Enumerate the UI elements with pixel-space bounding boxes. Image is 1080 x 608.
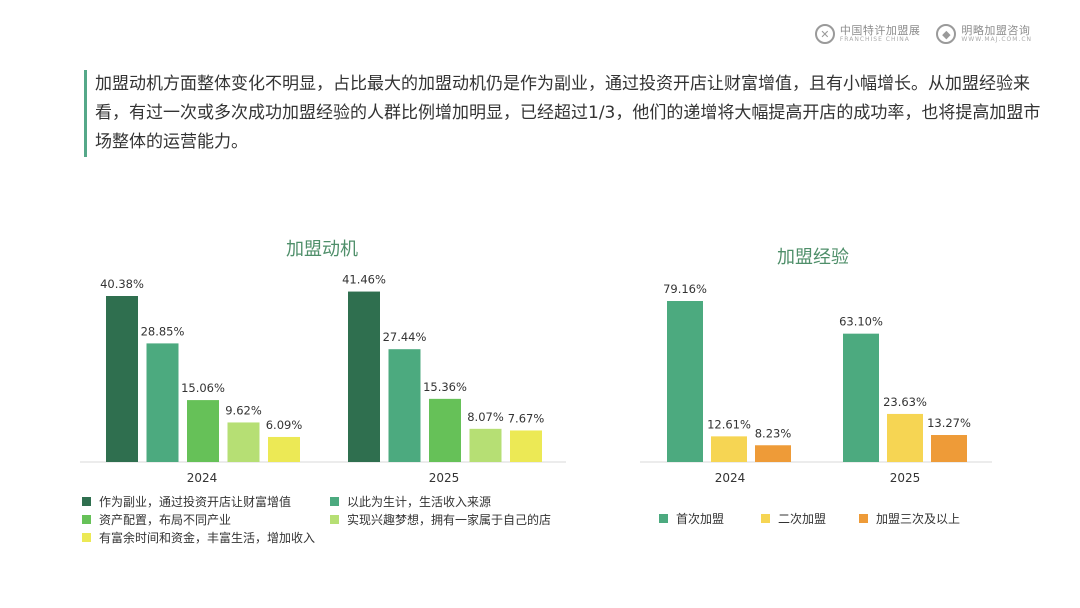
motive-legend-swatch [82,497,91,506]
motive-bar [510,430,542,462]
motive-category-label: 2024 [187,471,218,485]
experience-legend-label: 二次加盟 [778,512,827,526]
experience-bar [843,333,879,462]
experience-data-label: 8.23% [755,426,792,440]
motive-data-label: 15.36% [423,380,467,394]
header-logos: ✕ 中国特许加盟展 FRANCHISE CHINA ◆ 明略加盟咨询 WWW.M… [814,24,1032,44]
motive-category-label: 2025 [429,471,460,485]
experience-legend-label: 加盟三次及以上 [876,512,961,526]
motive-data-label: 27.44% [383,330,427,344]
motive-legend-swatch [330,515,339,524]
motive-bar [187,400,219,462]
motive-bar [388,349,421,462]
experience-category-label: 2024 [715,471,746,485]
experience-data-label: 12.61% [707,417,751,431]
motive-data-label: 9.62% [225,403,262,417]
experience-legend-swatch [859,514,868,523]
motive-bar [268,436,300,462]
motive-bar [348,291,380,462]
motive-data-label: 28.85% [141,324,185,338]
motive-data-label: 15.06% [181,381,225,395]
experience-legend-swatch [761,514,770,523]
motive-legend-label: 有富余时间和资金，丰富生活，增加收入 [99,531,316,545]
motive-legend-item: 以此为生计，生活收入来源 [330,493,491,510]
motive-bar [469,428,502,462]
motive-legend-swatch [82,515,91,524]
motive-legend-item: 有富余时间和资金，丰富生活，增加收入 [82,529,315,546]
experience-data-label: 63.10% [839,315,883,329]
experience-legend-swatch [659,514,668,523]
motive-legend-label: 实现兴趣梦想，拥有一家属于自己的店 [347,513,552,527]
franchise-china-logo: ✕ 中国特许加盟展 FRANCHISE CHINA [814,24,921,44]
motive-bar [429,398,461,462]
experience-bar [887,413,923,462]
maj-logo-icon: ◆ [936,24,957,44]
motive-chart-title: 加盟动机 [286,239,358,260]
logo-en-text: WWW.MAJ.COM.CN [961,35,1032,43]
experience-data-label: 13.27% [927,416,971,430]
experience-bar [755,445,791,462]
logo-cn-text: 中国特许加盟展 [839,24,921,38]
summary-paragraph: 加盟动机方面整体变化不明显，占比最大的加盟动机仍是作为副业，通过投资开店让财富增… [84,70,1055,157]
motive-legend-label: 以此为生计，生活收入来源 [347,495,492,509]
motive-legend-item: 资产配置，布局不同产业 [82,511,231,528]
motive-legend-item: 实现兴趣梦想，拥有一家属于自己的店 [330,511,551,528]
experience-bar [667,301,703,462]
franchise-china-logo-icon: ✕ [814,24,835,44]
experience-bar [931,435,967,462]
experience-legend-label: 首次加盟 [676,512,725,526]
motive-data-label: 6.09% [266,418,303,432]
experience-data-label: 23.63% [883,395,927,409]
motive-legend-label: 资产配置，布局不同产业 [99,513,232,527]
motive-legend-swatch [330,497,339,506]
experience-legend-item: 二次加盟 [761,510,826,527]
motive-legend-label: 作为副业，通过投资开店让财富增值 [99,495,292,509]
motive-legend-item: 作为副业，通过投资开店让财富增值 [82,493,291,510]
experience-data-label: 79.16% [663,282,707,296]
motive-data-label: 40.38% [100,277,144,291]
experience-legend-item: 首次加盟 [659,510,724,527]
logo-en-text: FRANCHISE CHINA [839,35,910,43]
experience-bar [711,436,747,462]
experience-chart-title: 加盟经验 [777,247,849,268]
motive-legend-swatch [82,533,91,542]
maj-logo: ◆ 明略加盟咨询 WWW.MAJ.COM.CN [936,24,1032,44]
motive-data-label: 41.46% [342,273,386,287]
motive-data-label: 8.07% [467,410,504,424]
experience-legend-item: 加盟三次及以上 [859,510,960,527]
motive-bar [106,296,138,462]
motive-bar [146,343,179,462]
logo-cn-text: 明略加盟咨询 [961,24,1031,38]
motive-data-label: 7.67% [508,411,545,425]
experience-category-label: 2025 [890,471,921,485]
motive-bar [227,422,260,462]
